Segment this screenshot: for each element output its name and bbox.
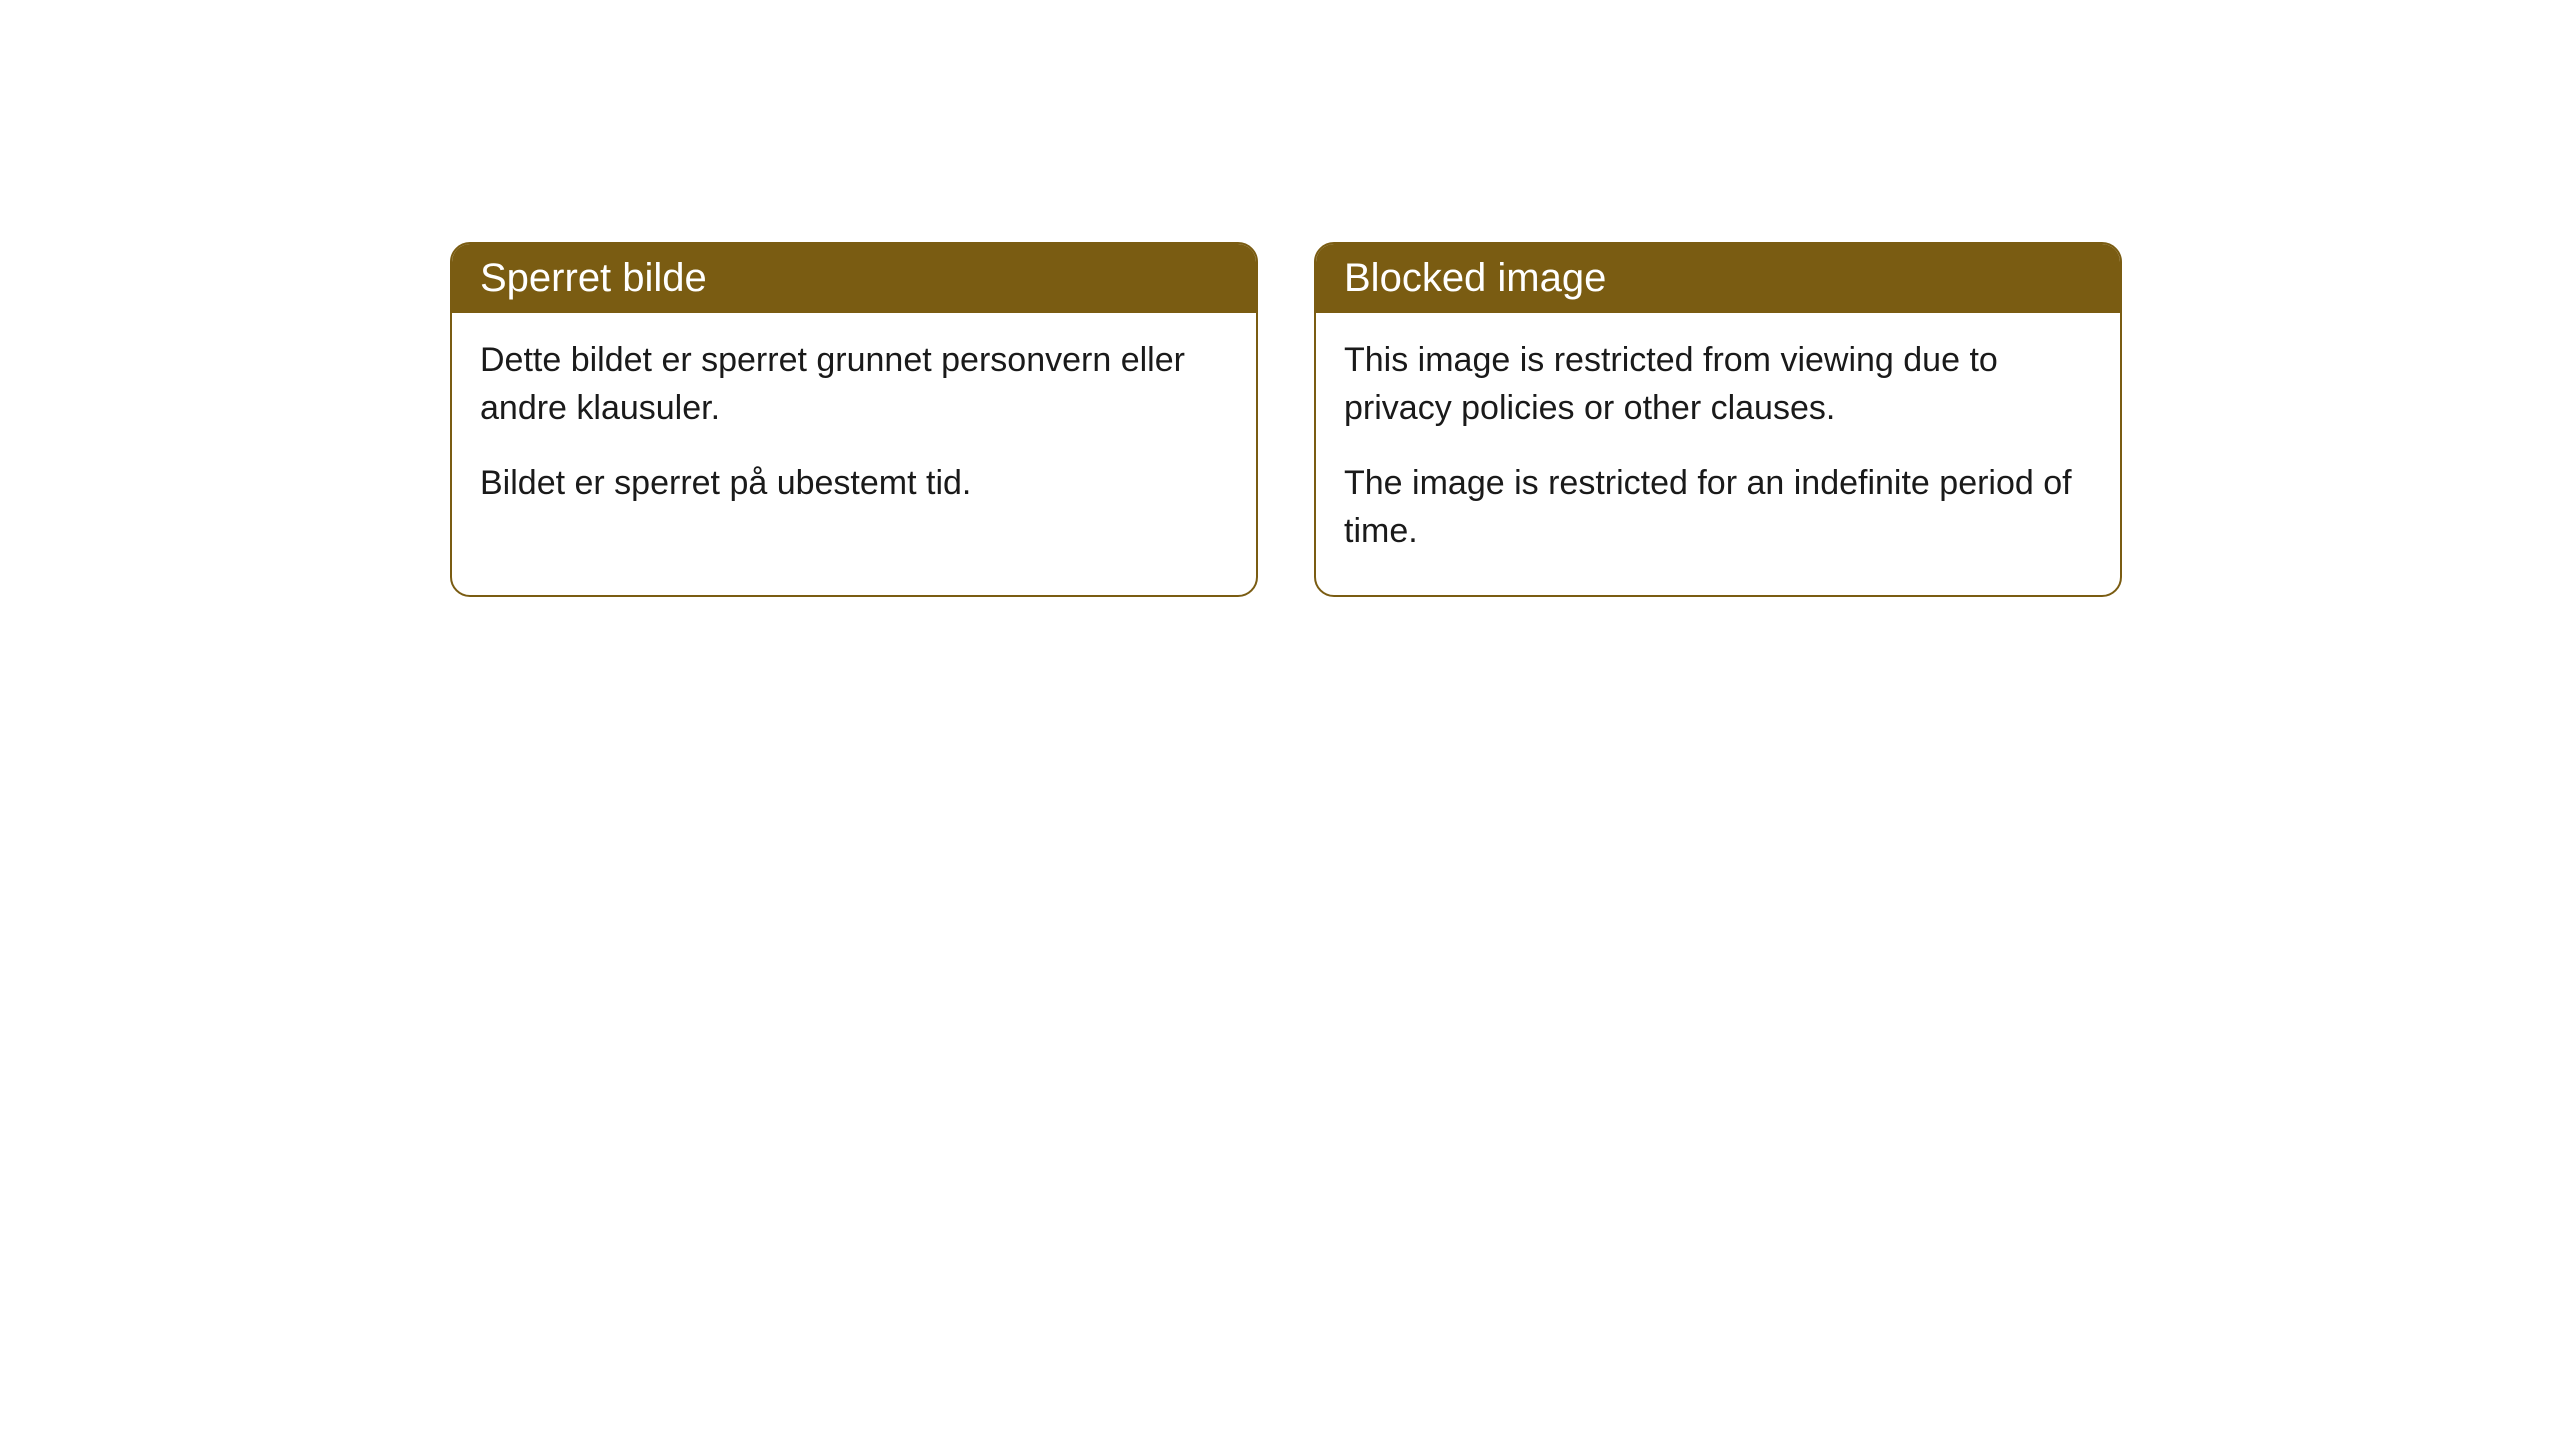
notice-card-paragraph: Bildet er sperret på ubestemt tid. bbox=[480, 460, 1228, 508]
notice-card-english: Blocked image This image is restricted f… bbox=[1314, 242, 2122, 597]
notice-card-title: Sperret bilde bbox=[452, 244, 1256, 313]
notice-card-body: This image is restricted from viewing du… bbox=[1316, 313, 2120, 595]
notice-card-norwegian: Sperret bilde Dette bildet er sperret gr… bbox=[450, 242, 1258, 597]
notice-card-paragraph: Dette bildet er sperret grunnet personve… bbox=[480, 337, 1228, 432]
notice-card-paragraph: The image is restricted for an indefinit… bbox=[1344, 460, 2092, 555]
notice-container: Sperret bilde Dette bildet er sperret gr… bbox=[0, 0, 2560, 597]
notice-card-title: Blocked image bbox=[1316, 244, 2120, 313]
notice-card-paragraph: This image is restricted from viewing du… bbox=[1344, 337, 2092, 432]
notice-card-body: Dette bildet er sperret grunnet personve… bbox=[452, 313, 1256, 548]
